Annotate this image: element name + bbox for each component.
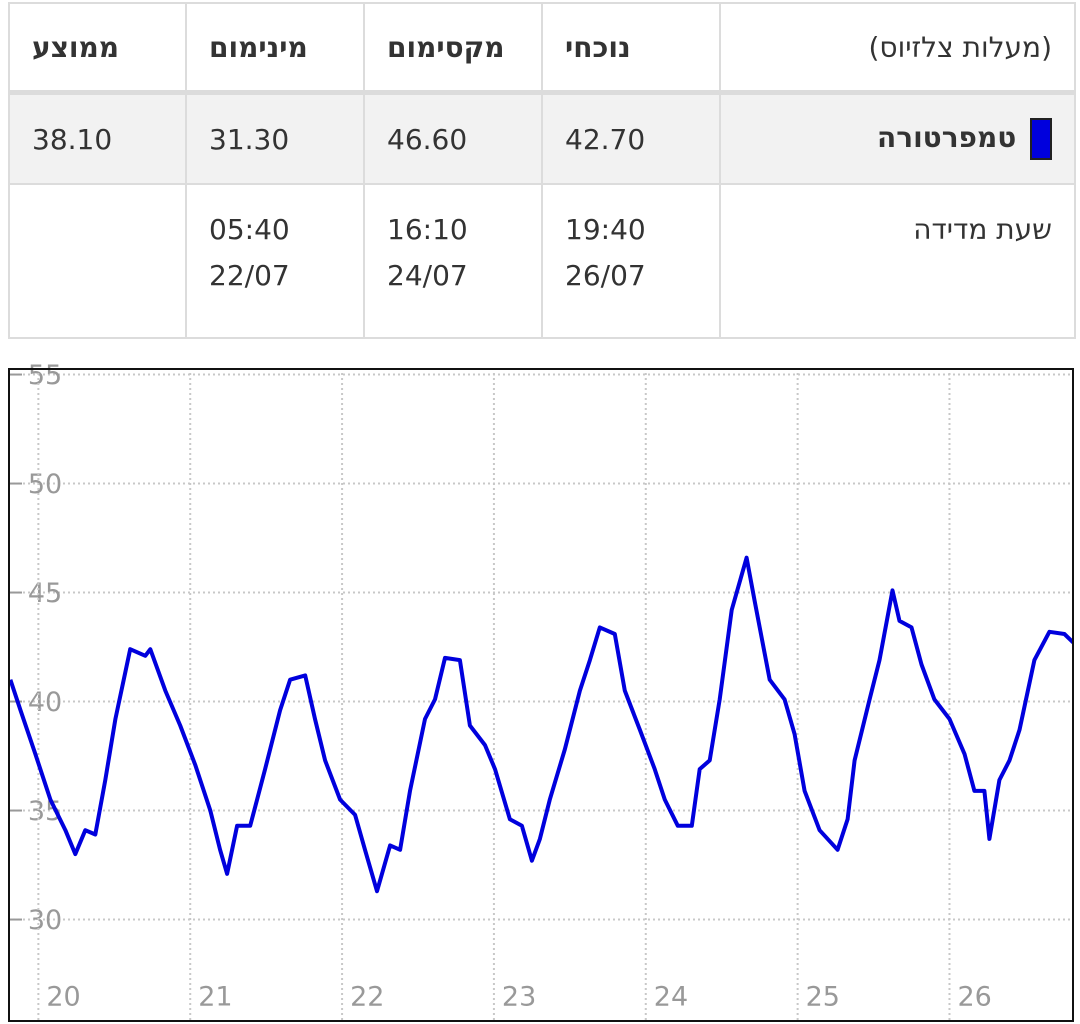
x-tick-label: 25 <box>806 982 840 1013</box>
cell: 42.70 <box>541 91 721 185</box>
summary-table: (מעלות צלזיוס) נוכחי מקסימום מינימום ממו… <box>8 2 1076 339</box>
plot-frame <box>8 368 1074 1022</box>
cell: 38.10 <box>8 91 187 185</box>
time: 16:10 <box>387 213 468 246</box>
table-row: שעת מדידה 19:40 26/07 16:10 24/07 05:40 22/… <box>8 183 1076 339</box>
time: 05:40 <box>209 213 290 246</box>
x-tick-label: 24 <box>654 982 688 1013</box>
cell <box>8 183 187 339</box>
row-label: טמפרטורה <box>876 121 1017 154</box>
cell: 16:10 24/07 <box>363 183 543 339</box>
header-cell: מינימום <box>185 2 365 95</box>
header-cell: נוכחי <box>541 2 721 95</box>
x-tick-label: 26 <box>957 982 991 1013</box>
y-tick-label: 50 <box>28 469 62 500</box>
row-label-cell: שעת מדידה <box>719 183 1076 339</box>
cell: 05:40 22/07 <box>185 183 365 339</box>
header-cell: מקסימום <box>363 2 543 95</box>
x-tick-label: 20 <box>46 982 80 1013</box>
row-label-cell: טמפרטורה <box>719 91 1076 185</box>
cell: 19:40 26/07 <box>541 183 721 339</box>
y-tick-label: 40 <box>28 687 62 718</box>
data-line <box>9 555 1073 894</box>
y-tick-label: 55 <box>28 360 62 391</box>
cell: 31.30 <box>185 91 365 185</box>
series-swatch <box>1030 118 1052 160</box>
x-tick-label: 22 <box>350 982 384 1013</box>
x-tick-label: 21 <box>198 982 232 1013</box>
header-row: (מעלות צלזיוס) נוכחי מקסימום מינימום ממו… <box>8 2 1076 95</box>
date: 22/07 <box>209 259 290 292</box>
y-tick-label: 30 <box>28 905 62 936</box>
table-row: טמפרטורה 42.70 46.60 31.30 38.10 <box>8 91 1076 185</box>
date: 24/07 <box>387 259 468 292</box>
header-cell: (מעלות צלזיוס) <box>719 2 1076 95</box>
cell: 46.60 <box>363 91 543 185</box>
time: 19:40 <box>565 213 646 246</box>
header-cell: ממוצע <box>8 2 187 95</box>
y-tick-label: 45 <box>28 578 62 609</box>
date: 26/07 <box>565 259 646 292</box>
x-tick-label: 23 <box>502 982 536 1013</box>
